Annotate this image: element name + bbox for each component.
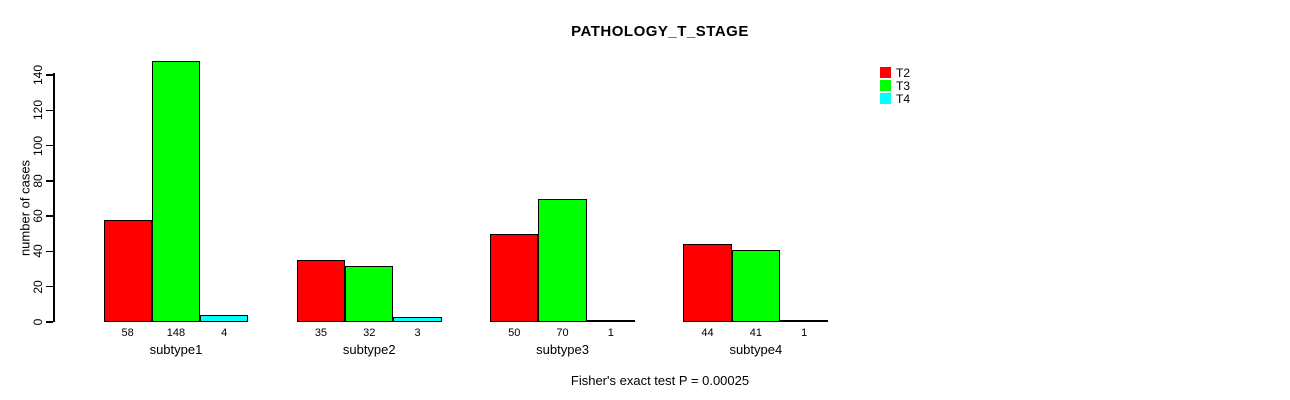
bar-value-label: 3 [414, 327, 421, 339]
bar-value-label: 41 [749, 327, 762, 339]
bar-value-label: 58 [121, 327, 134, 339]
bar-value-label: 50 [508, 327, 521, 339]
bar-t3-subtype1 [151, 60, 201, 322]
bar-value-label: 44 [701, 327, 714, 339]
y-axis-tick [46, 215, 53, 217]
bar-value-label: 32 [363, 327, 376, 339]
chart-title: PATHOLOGY_T_STAGE [571, 23, 749, 40]
bar-t3-subtype4 [731, 249, 780, 322]
y-axis-tick [46, 180, 53, 182]
category-label-subtype4: subtype4 [729, 342, 783, 357]
legend-item-t4: T4 [880, 92, 910, 105]
y-axis-tick [46, 321, 53, 323]
legend-swatch-t3 [880, 80, 891, 91]
y-tick-label: 60 [31, 209, 45, 223]
category-label-subtype1: subtype1 [149, 342, 203, 357]
bar-value-label: 70 [556, 327, 569, 339]
category-label-subtype3: subtype3 [536, 342, 589, 357]
y-tick-label: 140 [31, 64, 45, 86]
y-axis-tick [46, 74, 53, 76]
y-tick-label: 0 [31, 318, 45, 326]
y-axis-tick [46, 109, 53, 112]
legend-swatch-t4 [880, 93, 891, 104]
legend-swatch-t2 [880, 67, 891, 78]
legend-item-t2: T2 [880, 66, 910, 79]
y-axis-line [53, 73, 55, 322]
y-axis-tick [46, 250, 53, 253]
y-tick-label: 20 [31, 280, 45, 294]
fisher-test-annotation: Fisher's exact test P = 0.00025 [570, 373, 750, 388]
y-axis-tick [46, 144, 53, 147]
bar-value-label: 4 [221, 327, 228, 339]
legend-label: T3 [896, 78, 911, 93]
bar-value-label: 1 [801, 327, 808, 339]
y-axis-tick [46, 285, 53, 288]
y-tick-label: 100 [31, 135, 45, 156]
bar-t4-subtype1 [200, 314, 249, 322]
bar-t2-subtype1 [103, 219, 152, 322]
bar-value-label: 1 [607, 327, 614, 339]
bar-t2-subtype2 [296, 260, 346, 322]
bar-t4-subtype3 [586, 320, 635, 322]
bar-t3-subtype2 [345, 265, 394, 322]
legend-item-t3: T3 [880, 79, 910, 92]
category-label-subtype2: subtype2 [342, 342, 396, 357]
legend-label: T4 [896, 91, 911, 106]
bar-value-label: 148 [166, 327, 186, 339]
y-tick-label: 120 [31, 100, 45, 121]
legend: T2 T3 T4 [880, 66, 910, 105]
y-tick-label: 40 [31, 244, 45, 259]
bar-value-label: 35 [314, 327, 328, 339]
bar-t3-subtype3 [538, 198, 587, 322]
bar-t2-subtype3 [490, 233, 539, 322]
bar-t4-subtype2 [393, 316, 442, 322]
bar-t4-subtype4 [780, 320, 829, 322]
bar-t2-subtype4 [683, 244, 732, 322]
legend-label: T2 [896, 65, 911, 80]
y-tick-label: 80 [31, 174, 45, 188]
